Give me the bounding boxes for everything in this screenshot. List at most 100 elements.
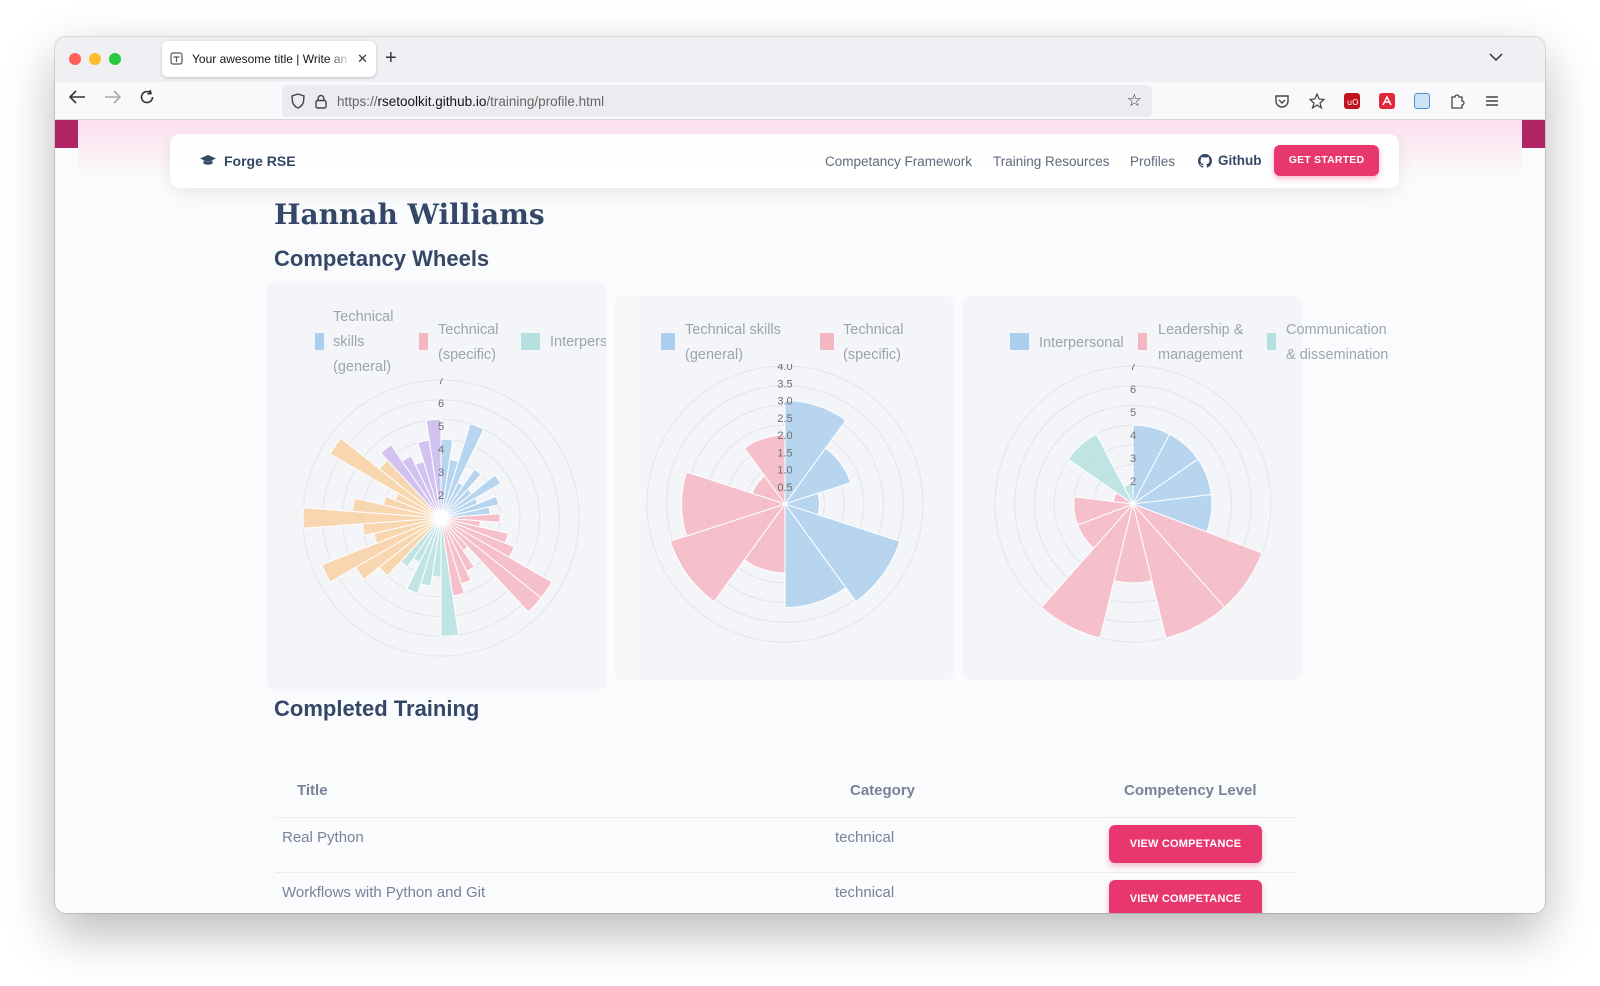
address-bar[interactable]: https://rsetoolkit.github.io/training/pr… (282, 85, 1152, 117)
grid-ring (646, 365, 924, 643)
tab-bar: Your awesome title | Write an awesome de… (55, 37, 1545, 82)
wheel-segment (329, 437, 442, 519)
legend-leadership-management[interactable]: Leadership & management (1158, 318, 1243, 368)
grid-ring (666, 385, 904, 623)
forward-icon[interactable] (104, 89, 122, 109)
browser-window: Your awesome title | Write an awesome de… (55, 37, 1545, 913)
legend-line: (specific) (438, 347, 497, 363)
extensions-puzzle-icon[interactable] (1449, 93, 1465, 109)
radial-tick-label: 2 (1130, 476, 1136, 488)
wheel-segment (401, 455, 442, 519)
radial-tick-label: 3 (438, 467, 444, 479)
competency-wheel-3: 2 3 4 5 6 7 (994, 364, 1272, 643)
account-icon[interactable] (1308, 92, 1326, 110)
wheel-segment (440, 513, 501, 523)
page-viewport: Forge RSE Competancy Framework Training … (55, 120, 1545, 913)
list-all-tabs-icon[interactable] (1489, 49, 1503, 65)
favicon-icon (170, 52, 184, 66)
legend-communication-dissemination[interactable]: Communication & dissemination (1286, 318, 1388, 368)
legend-swatch-communication (1267, 333, 1276, 350)
legend-line: (general) (333, 359, 392, 375)
nav-competancy-framework[interactable]: Competancy Framework (825, 154, 973, 169)
legend-line: Technical (438, 322, 499, 338)
legend-line: management (1158, 347, 1243, 363)
radial-tick-label: 5 (438, 421, 444, 433)
legend-line: Technical (843, 322, 904, 338)
wheel-card-3: Interpersonal Leadership & management Co… (963, 296, 1388, 680)
close-window-button[interactable] (69, 53, 81, 65)
nav-profiles[interactable]: Profiles (1130, 154, 1176, 169)
legend-swatch-technical-general (661, 333, 675, 350)
competency-wheel-2: 0.5 1.0 1.5 2.0 2.5 3.0 3.5 4.0 (646, 364, 924, 643)
pdf-extension-icon[interactable] (1379, 93, 1395, 109)
wheel-segment (1073, 496, 1134, 526)
url-scheme: https:// (337, 93, 378, 109)
lock-icon[interactable] (315, 94, 327, 109)
profile-name: Hannah Williams (274, 198, 545, 231)
wheel-segment (1123, 483, 1134, 505)
new-tab-icon[interactable]: + (385, 47, 397, 69)
radial-tick-label: 1.5 (777, 447, 792, 459)
wheel-segment (1067, 433, 1134, 505)
legend-swatch-interpersonal (521, 333, 540, 350)
view-competance-button[interactable]: VIEW COMPETANCE (1109, 825, 1262, 863)
menu-hamburger-icon[interactable] (1484, 93, 1500, 109)
url-text[interactable]: https://rsetoolkit.github.io/training/pr… (337, 94, 604, 109)
wheel-segment (321, 517, 442, 583)
back-icon[interactable] (68, 89, 86, 109)
grid-ring (1014, 385, 1252, 623)
legend-swatch-leadership (1138, 333, 1147, 350)
legend-line: Interpersonal (1039, 335, 1124, 351)
legend-swatch-technical-general (315, 333, 324, 350)
training-title: Workflows with Python and Git (282, 884, 486, 901)
wheel-segment (425, 418, 442, 519)
legend-technical-specific[interactable]: Technical (specific) (843, 318, 903, 368)
wheel-segment (440, 495, 500, 519)
radial-tick-label: 2.0 (777, 430, 792, 442)
legend-line: (general) (685, 347, 744, 363)
legend-technical-general[interactable]: Technical skills (general) (333, 305, 393, 380)
radial-tick-label: 2.5 (777, 413, 792, 425)
legend-swatch-technical-specific (419, 333, 428, 350)
maximize-window-button[interactable] (109, 53, 121, 65)
legend-line: skills (333, 334, 365, 350)
wheel-segment (1132, 503, 1226, 639)
radial-tick-label: 6 (1130, 384, 1136, 396)
wheel-segment (440, 468, 482, 519)
legend-line: & dissemination (1286, 347, 1389, 363)
legend-technical-specific[interactable]: Technical (specific) (438, 318, 498, 368)
radial-tick-label: 0.5 (777, 482, 792, 494)
reload-icon[interactable] (139, 89, 155, 110)
radial-tick-label: 3.5 (777, 378, 792, 390)
radial-tick-label: 5 (1130, 407, 1136, 419)
radial-tick-label: 3 (1130, 453, 1136, 465)
brand-link[interactable]: Forge RSE (200, 153, 296, 169)
browser-tab[interactable]: Your awesome title | Write an awesome de… (162, 41, 376, 77)
tracking-protection-icon[interactable] (291, 93, 305, 109)
minimize-window-button[interactable] (89, 53, 101, 65)
competency-wheel-1: 2 3 4 5 6 7 (302, 378, 580, 657)
wheel-card-2: Technical skills (general) Technical (sp… (615, 296, 954, 680)
wheel-segment (783, 447, 852, 505)
tab-close-icon[interactable]: ✕ (357, 51, 368, 66)
radial-tick-label: 4 (438, 444, 444, 456)
view-competance-button[interactable]: VIEW COMPETANCE (1109, 880, 1262, 913)
column-header-competency-level: Competency Level (1124, 782, 1257, 799)
legend-interpersonal[interactable]: Interpersonal (1039, 331, 1124, 356)
wheel-segment (440, 517, 460, 637)
github-link[interactable]: Github (1198, 153, 1262, 168)
pocket-icon[interactable] (1274, 93, 1290, 109)
nav-training-resources[interactable]: Training Resources (993, 154, 1110, 169)
wheel-segment (669, 503, 787, 603)
ublock-origin-icon[interactable]: uO (1344, 93, 1360, 109)
legend-line: Leadership & (1158, 322, 1244, 338)
legend-technical-general[interactable]: Technical skills (general) (685, 318, 781, 368)
wheel-segment (440, 423, 485, 519)
bookmark-star-icon[interactable]: ☆ (1126, 91, 1142, 110)
legend-interpersonal[interactable]: Interperso (550, 330, 606, 355)
legend-line: Interperso (550, 334, 606, 350)
document-extension-icon[interactable] (1414, 93, 1430, 109)
wheel-segment (440, 474, 502, 519)
wheel-segment (743, 434, 786, 506)
get-started-button[interactable]: GET STARTED (1274, 145, 1379, 176)
